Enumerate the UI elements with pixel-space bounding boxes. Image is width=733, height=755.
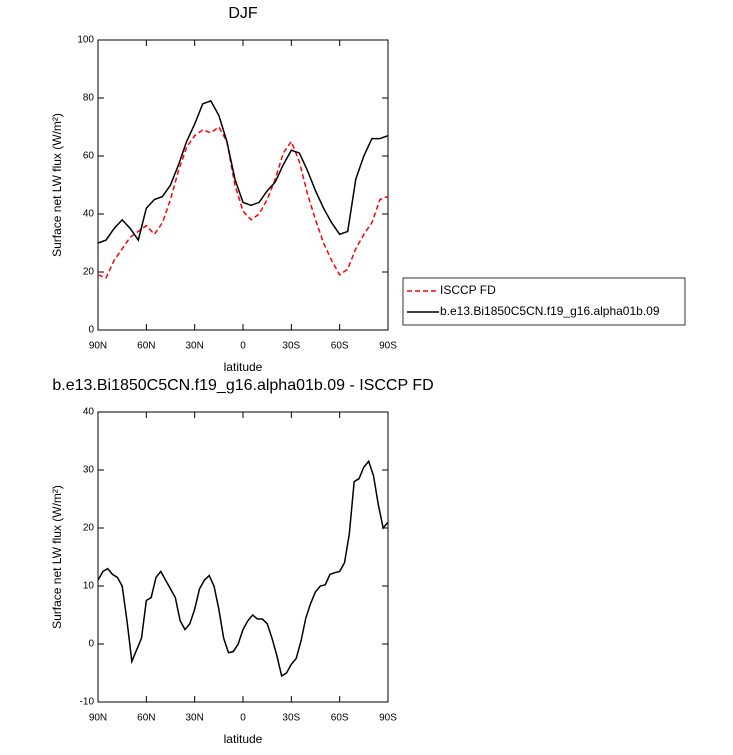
- x-tick-label: 60N: [137, 713, 155, 724]
- x-tick-label: 30N: [185, 713, 203, 724]
- x-axis-label: latitude: [224, 360, 263, 374]
- x-tick-label: 0: [240, 341, 246, 352]
- y-tick-label: 40: [83, 209, 95, 220]
- x-tick-label: 30S: [282, 713, 300, 724]
- y-axis-label: Surface net LW flux (W/m²): [50, 485, 64, 629]
- y-tick-label: 30: [83, 465, 95, 476]
- y-axis-label: Surface net LW flux (W/m²): [50, 113, 64, 257]
- y-tick-label: 60: [83, 151, 95, 162]
- legend-label: ISCCP FD: [440, 283, 496, 297]
- legend-box: [402, 277, 686, 326]
- x-tick-label: 30S: [282, 341, 300, 352]
- y-tick-label: 80: [83, 93, 95, 104]
- legend-label: b.e13.Bi1850C5CN.f19_g16.alpha01b.09: [440, 304, 660, 318]
- y-tick-label: 10: [83, 581, 95, 592]
- x-tick-label: 0: [240, 713, 246, 724]
- data-line: [97, 459, 389, 678]
- plot-frame: [97, 39, 389, 331]
- y-tick-label: 20: [83, 523, 95, 534]
- data-line: [97, 125, 389, 279]
- x-tick-label: 90N: [89, 341, 107, 352]
- x-axis-label: latitude: [224, 732, 263, 746]
- x-tick-label: 60N: [137, 341, 155, 352]
- y-tick-label: 40: [83, 407, 95, 418]
- x-tick-label: 90S: [379, 341, 397, 352]
- plot-frame: [97, 411, 389, 703]
- x-tick-label: 60S: [331, 341, 349, 352]
- x-tick-label: 90N: [89, 713, 107, 724]
- y-tick-label: 20: [83, 267, 95, 278]
- chart-title: DJF: [228, 5, 258, 22]
- x-tick-label: 60S: [331, 713, 349, 724]
- y-tick-label: 0: [88, 325, 94, 336]
- y-tick-label: 0: [88, 639, 94, 650]
- y-tick-label: 100: [77, 35, 94, 46]
- y-tick-label: -10: [80, 697, 95, 708]
- x-tick-label: 30N: [185, 341, 203, 352]
- x-tick-label: 90S: [379, 713, 397, 724]
- data-line: [97, 99, 389, 244]
- chart-title: b.e13.Bi1850C5CN.f19_g16.alpha01b.09 - I…: [52, 377, 433, 394]
